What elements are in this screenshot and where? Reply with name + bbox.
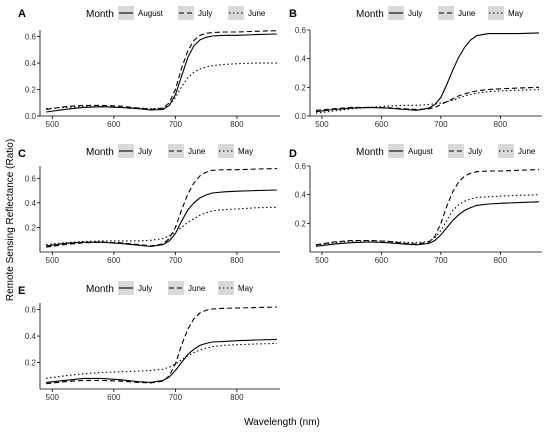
x-tick-label-e: 600 [107,393,121,402]
x-tick-label-c: 500 [46,256,60,265]
series-line-c-june [46,167,277,248]
y-tick-label-e: 0.6 [25,306,37,315]
x-tick-label-b: 500 [315,120,329,129]
legend-title-e: Month [86,284,114,295]
series-line-d-july [315,169,540,246]
legend-title-a: Month [86,9,114,20]
x-tick-label-d: 500 [315,256,329,265]
y-tick-label-b: 0.0 [295,112,307,121]
series-line-a-july [46,30,277,110]
series-line-d-june [315,194,540,246]
series-line-a-june [46,62,277,110]
series-line-b-june [315,86,540,111]
panel-label-a: A [18,8,26,20]
y-tick-label-b: 0.4 [295,55,307,64]
series-line-d-august [315,201,540,247]
x-tick-label-a: 800 [230,120,244,129]
x-tick-label-b: 800 [494,120,508,129]
y-tick-label-e: 0.4 [25,332,37,341]
x-tick-label-b: 600 [375,120,389,129]
legend-key-bg-e [168,281,184,295]
legend-label-c-may: May [238,147,253,156]
legend-key-bg-b [488,6,504,20]
legend-key-bg-b [438,6,454,20]
x-tick-label-e: 500 [46,393,60,402]
legend-title-b: Month [356,9,384,20]
x-axis-title: Wavelength (nm) [244,417,320,428]
x-tick-label-d: 700 [434,256,448,265]
legend-key-bg-a [228,6,244,20]
legend-label-d-july: July [468,147,482,156]
x-tick-label-c: 700 [169,256,183,265]
legend-label-a-june: June [248,9,266,18]
y-tick-label-c: 0.2 [25,223,37,232]
legend-key-bg-a [178,6,194,20]
y-axis-title: Remote Sensing Reflectance (Ratio) [5,139,16,301]
panel-label-b: B [289,8,297,20]
y-tick-label-c: 0.6 [25,174,37,183]
legend-key-bg-c [168,144,184,158]
legend-label-c-june: June [188,147,206,156]
legend-key-bg-d [498,144,514,158]
legend-label-c-july: July [138,147,152,156]
x-tick-label-d: 600 [375,256,389,265]
series-line-e-june [46,306,277,385]
y-tick-label-d: 0.6 [295,162,307,171]
series-line-c-july [46,189,277,248]
panel-label-d: D [289,148,297,160]
legend-label-e-june: June [188,284,206,293]
series-line-e-july [46,338,277,383]
series-line-e-may [46,342,277,379]
series-line-c-may [46,206,277,246]
y-tick-label-c: 0.4 [25,199,37,208]
legend-label-b-may: May [508,9,523,18]
x-tick-label-a: 700 [169,120,183,129]
x-tick-label-e: 700 [169,393,183,402]
x-tick-label-d: 800 [494,256,508,265]
legend-label-d-august: August [408,147,434,156]
y-tick-label-e: 0.2 [25,359,37,368]
y-tick-label-d: 0.4 [295,191,307,200]
x-tick-label-a: 600 [107,120,121,129]
legend-title-c: Month [86,147,114,158]
legend-label-b-june: June [458,9,476,18]
legend-label-d-june: June [518,147,536,156]
legend-label-a-july: July [198,9,212,18]
y-tick-label-a: 0.2 [25,86,37,95]
y-tick-label-d: 0.2 [295,219,307,228]
x-tick-label-a: 500 [46,120,60,129]
series-line-b-july [315,32,540,113]
panel-label-e: E [18,285,25,297]
legend-label-b-july: July [408,9,422,18]
legend-key-bg-e [218,281,234,295]
x-tick-label-b: 700 [434,120,448,129]
legend-label-e-may: May [238,284,253,293]
x-tick-label-c: 800 [230,256,244,265]
y-tick-label-b: 0.2 [295,83,307,92]
legend-label-e-july: July [138,284,152,293]
x-tick-label-e: 800 [230,393,244,402]
legend-title-d: Month [356,147,384,158]
y-tick-label-a: 0.0 [25,112,37,121]
series-line-a-august [46,33,277,113]
panel-label-c: C [18,148,26,160]
y-tick-label-a: 0.6 [25,33,37,42]
legend-label-a-august: August [138,9,164,18]
x-tick-label-c: 600 [107,256,121,265]
y-tick-label-a: 0.4 [25,59,37,68]
legend-key-bg-c [218,144,234,158]
y-tick-label-b: 0.6 [295,26,307,35]
legend-key-bg-d [448,144,464,158]
series-line-b-may [315,88,540,114]
